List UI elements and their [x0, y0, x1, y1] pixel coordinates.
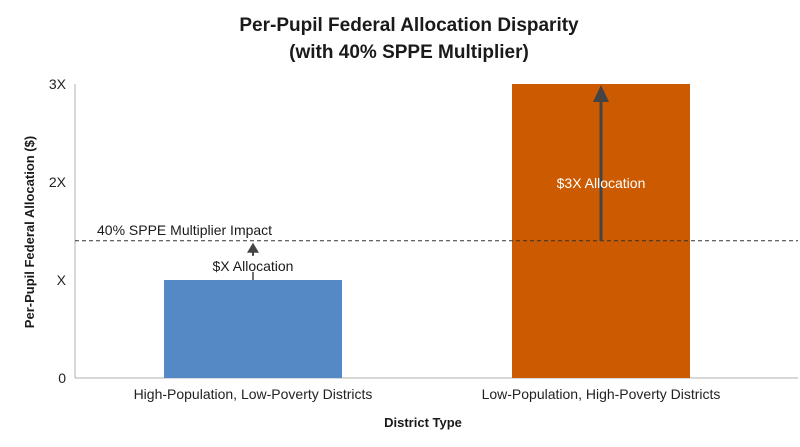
arrow-head-high: [593, 85, 609, 102]
bar: [164, 280, 342, 378]
chart-subtitle: (with 40% SPPE Multiplier): [289, 42, 529, 63]
reference-line-label: 40% SPPE Multiplier Impact: [97, 222, 272, 238]
x-tick-label: Low-Population, High-Poverty Districts: [482, 386, 721, 402]
arrow-head-low: [247, 242, 259, 253]
y-tick-label: 0: [58, 370, 66, 386]
bar-label: $3X Allocation: [557, 175, 646, 191]
y-axis-title: Per-Pupil Federal Allocation ($): [22, 136, 37, 328]
y-tick-label: 2X: [49, 174, 67, 190]
chart-title: Per-Pupil Federal Allocation Disparity: [239, 15, 579, 36]
bar-label: $X Allocation: [213, 258, 294, 274]
x-tick-label: High-Population, Low-Poverty Districts: [134, 386, 373, 402]
plot-area: 0 X 2X 3X High-Population, Low-Poverty Distr…: [49, 76, 798, 402]
y-tick-label: 3X: [49, 76, 67, 92]
y-tick-label: X: [57, 272, 67, 288]
x-axis-title: District Type: [384, 415, 462, 430]
